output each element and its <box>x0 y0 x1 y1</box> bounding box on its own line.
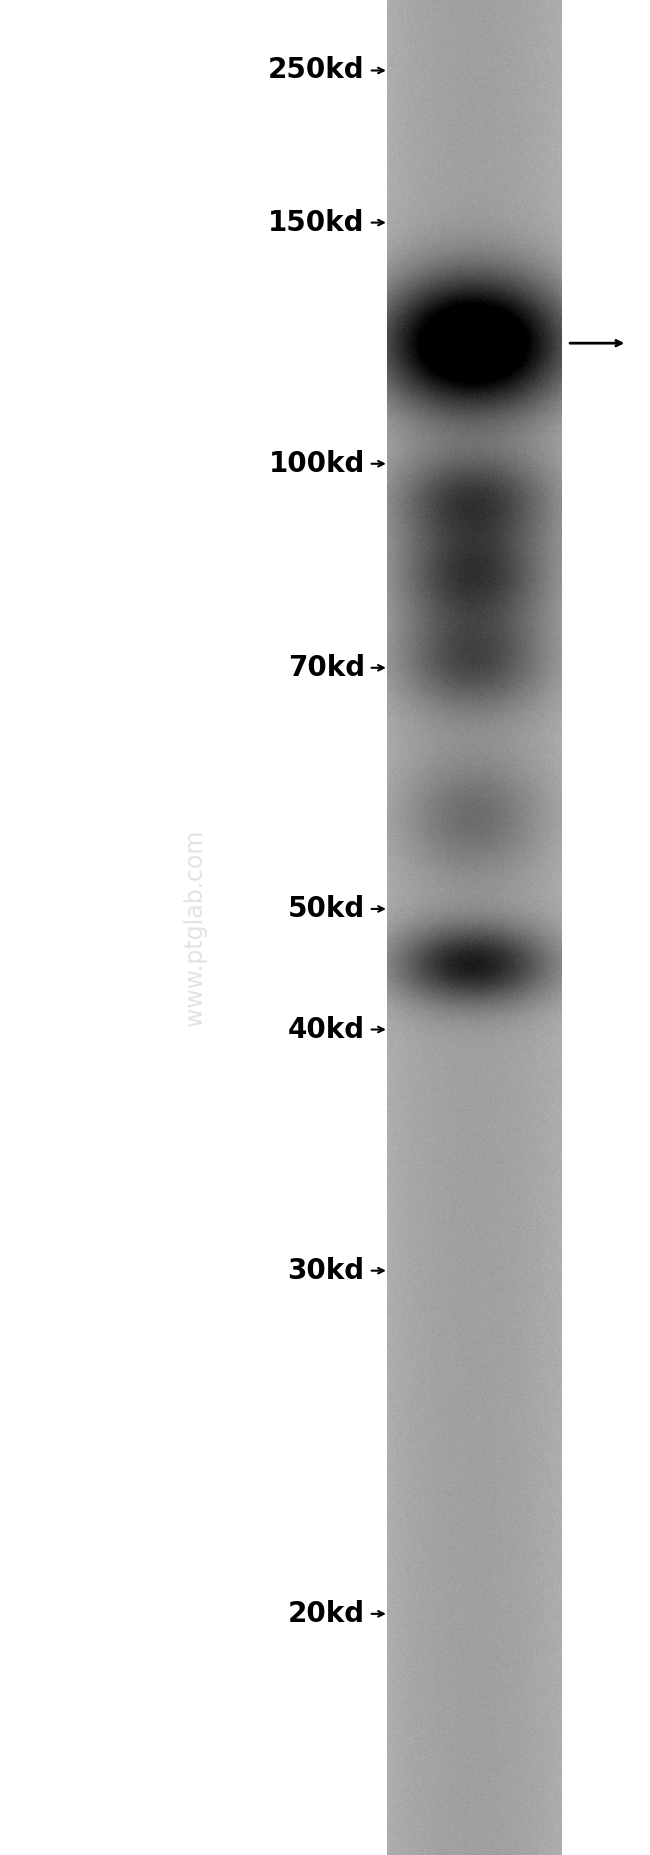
Text: 100kd: 100kd <box>268 449 365 479</box>
Text: 40kd: 40kd <box>287 1015 365 1044</box>
Text: 20kd: 20kd <box>287 1599 365 1629</box>
Text: 50kd: 50kd <box>287 894 365 924</box>
Text: 250kd: 250kd <box>268 56 365 85</box>
Bar <box>562 0 650 1855</box>
Text: 70kd: 70kd <box>287 653 365 683</box>
Text: www.ptglab.com: www.ptglab.com <box>183 829 207 1026</box>
Text: 30kd: 30kd <box>287 1256 365 1286</box>
Bar <box>0 0 387 1855</box>
Text: 150kd: 150kd <box>268 208 365 237</box>
